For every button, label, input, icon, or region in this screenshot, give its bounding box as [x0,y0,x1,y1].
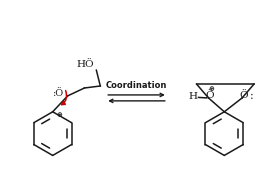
Text: Ö: Ö [240,92,248,100]
Text: Ö: Ö [205,92,214,100]
Text: :Ö: :Ö [53,89,64,98]
Text: HÖ: HÖ [77,60,94,69]
Text: H: H [188,92,197,101]
Text: ⊕: ⊕ [57,112,63,118]
Text: :: : [250,91,254,101]
Text: Coordination: Coordination [106,81,167,90]
Text: ⊕: ⊕ [209,86,214,92]
